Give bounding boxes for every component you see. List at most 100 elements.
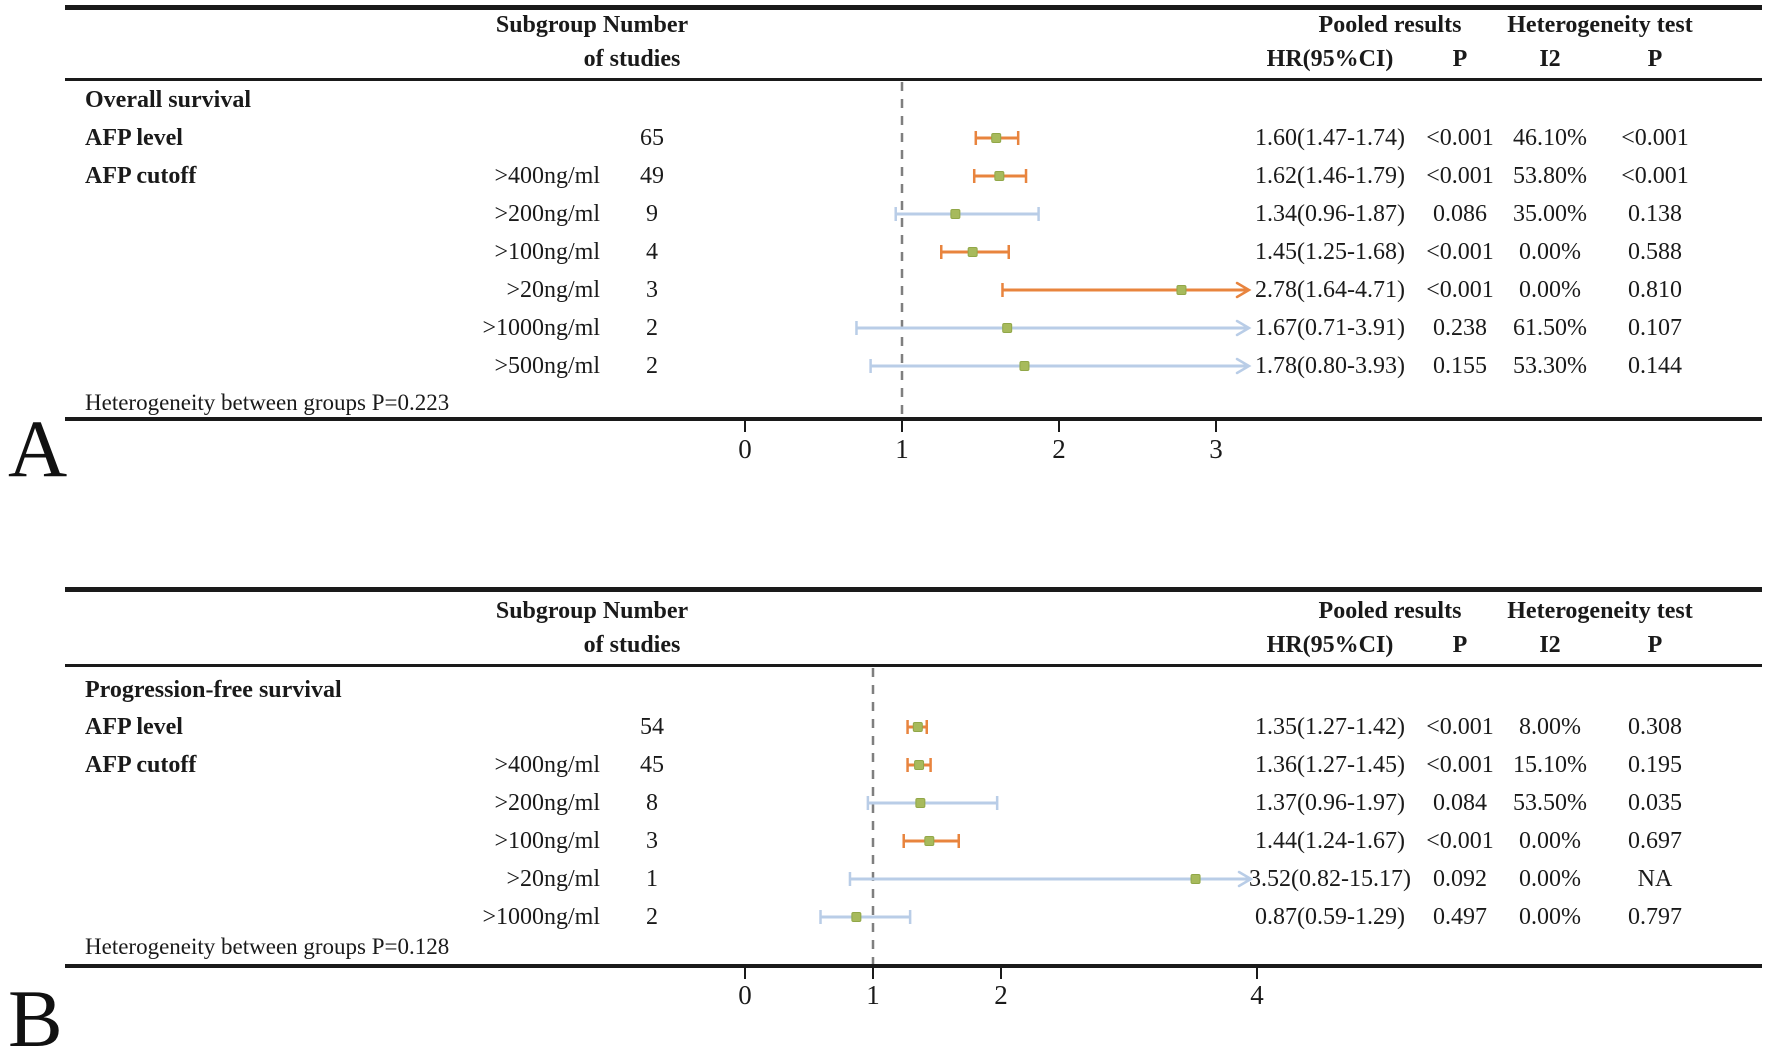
i2-value: 0.00% xyxy=(1519,904,1581,930)
axis-tick-label: 3 xyxy=(1209,434,1223,464)
hr-ci-value: 1.67(0.71-3.91) xyxy=(1255,315,1405,341)
het-p-value: 0.138 xyxy=(1628,201,1682,227)
heterogeneity-between-groups-note: Heterogeneity between groups P=0.128 xyxy=(85,934,450,959)
n-studies: 3 xyxy=(646,828,658,854)
column-header-p2: P xyxy=(1647,632,1663,658)
i2-value: 53.50% xyxy=(1513,790,1587,816)
het-p-value: 0.797 xyxy=(1628,904,1682,930)
het-p-value: 0.107 xyxy=(1628,315,1682,341)
het-p-value: 0.697 xyxy=(1628,828,1682,854)
panel-letter-b: B xyxy=(8,973,63,1062)
subgroup-label: AFP level xyxy=(85,125,183,151)
p-value: <0.001 xyxy=(1426,714,1494,740)
het-p-value: 0.144 xyxy=(1628,353,1682,379)
i2-value: 0.00% xyxy=(1519,239,1581,265)
section-title-overall-survival: Overall survival xyxy=(85,87,251,113)
cutoff-value: >400ng/ml xyxy=(494,163,600,189)
p-value: <0.001 xyxy=(1426,277,1494,303)
hr-ci-value: 1.37(0.96-1.97) xyxy=(1255,790,1405,816)
table-row: >100ng/ml 4 1.45(1.25-1.68) <0.001 0.00%… xyxy=(0,237,1772,267)
column-header-of-studies: of studies xyxy=(583,46,681,72)
panel-a-header-rule xyxy=(65,78,1762,81)
i2-value: 46.10% xyxy=(1513,125,1587,151)
i2-value: 8.00% xyxy=(1519,714,1581,740)
i2-value: 0.00% xyxy=(1519,828,1581,854)
p-value: 0.155 xyxy=(1433,353,1487,379)
table-row: >1000ng/ml 2 0.87(0.59-1.29) 0.497 0.00%… xyxy=(0,902,1772,932)
panel-b-axis-line xyxy=(65,964,1762,968)
panel-a-axis-line xyxy=(65,417,1762,421)
column-header-i2: I2 xyxy=(1539,46,1561,72)
het-p-value: 0.308 xyxy=(1628,714,1682,740)
het-p-value: <0.001 xyxy=(1621,163,1689,189)
i2-value: 35.00% xyxy=(1513,201,1587,227)
p-value: <0.001 xyxy=(1426,828,1494,854)
panel-b-header-rule xyxy=(65,664,1762,667)
i2-value: 61.50% xyxy=(1513,315,1587,341)
n-studies: 45 xyxy=(640,752,664,778)
cutoff-value: >500ng/ml xyxy=(494,353,600,379)
het-p-value: NA xyxy=(1637,866,1673,892)
subgroup-label: AFP cutoff xyxy=(85,163,197,189)
het-p-value: <0.001 xyxy=(1621,125,1689,151)
hr-ci-value: 3.52(0.82-15.17) xyxy=(1249,866,1411,892)
cutoff-value: >100ng/ml xyxy=(494,828,600,854)
i2-value: 53.80% xyxy=(1513,163,1587,189)
i2-value: 0.00% xyxy=(1519,866,1581,892)
column-header-subgroup-number: Subgroup Number xyxy=(495,12,689,38)
cutoff-value: >400ng/ml xyxy=(494,752,600,778)
p-value: <0.001 xyxy=(1426,239,1494,265)
het-p-value: 0.588 xyxy=(1628,239,1682,265)
n-studies: 3 xyxy=(646,277,658,303)
p-value: 0.238 xyxy=(1433,315,1487,341)
cutoff-value: >200ng/ml xyxy=(494,790,600,816)
n-studies: 4 xyxy=(646,239,658,265)
p-value: 0.084 xyxy=(1433,790,1487,816)
n-studies: 2 xyxy=(646,904,658,930)
cutoff-value: >1000ng/ml xyxy=(482,904,600,930)
hr-ci-value: 1.45(1.25-1.68) xyxy=(1255,239,1405,265)
n-studies: 49 xyxy=(640,163,664,189)
subgroup-label: AFP level xyxy=(85,714,183,740)
column-header-p2: P xyxy=(1647,46,1663,72)
het-p-value: 0.810 xyxy=(1628,277,1682,303)
heterogeneity-between-groups-note: Heterogeneity between groups P=0.223 xyxy=(85,390,450,415)
p-value: <0.001 xyxy=(1426,752,1494,778)
n-studies: 54 xyxy=(640,714,664,740)
n-studies: 65 xyxy=(640,125,664,151)
het-p-value: 0.195 xyxy=(1628,752,1682,778)
hr-ci-value: 1.35(1.27-1.42) xyxy=(1255,714,1405,740)
hr-ci-value: 1.34(0.96-1.87) xyxy=(1255,201,1405,227)
p-value: 0.497 xyxy=(1433,904,1487,930)
n-studies: 2 xyxy=(646,353,658,379)
i2-value: 15.10% xyxy=(1513,752,1587,778)
table-row: >20ng/ml 1 3.52(0.82-15.17) 0.092 0.00% … xyxy=(0,864,1772,894)
column-header-heterogeneity-test: Heterogeneity test xyxy=(1507,598,1693,624)
n-studies: 8 xyxy=(646,790,658,816)
cutoff-value: >1000ng/ml xyxy=(482,315,600,341)
hr-ci-value: 1.60(1.47-1.74) xyxy=(1255,125,1405,151)
axis-tick-label: 1 xyxy=(866,980,880,1010)
column-header-subgroup-number: Subgroup Number xyxy=(495,598,689,624)
section-title-progression-free-survival: Progression-free survival xyxy=(85,677,342,703)
subgroup-label: AFP cutoff xyxy=(85,752,197,778)
axis-tick-label: 0 xyxy=(738,434,752,464)
n-studies: 2 xyxy=(646,315,658,341)
cutoff-value: >100ng/ml xyxy=(494,239,600,265)
cutoff-value: >200ng/ml xyxy=(494,201,600,227)
hr-ci-value: 1.36(1.27-1.45) xyxy=(1255,752,1405,778)
axis-tick-label: 2 xyxy=(1052,434,1066,464)
het-p-value: 0.035 xyxy=(1628,790,1682,816)
table-row: AFP cutoff >400ng/ml 49 1.62(1.46-1.79) … xyxy=(0,161,1772,191)
axis-tick-label: 1 xyxy=(895,434,909,464)
hr-ci-value: 1.62(1.46-1.79) xyxy=(1255,163,1405,189)
table-row: AFP level 65 1.60(1.47-1.74) <0.001 46.1… xyxy=(0,123,1772,153)
n-studies: 1 xyxy=(646,866,658,892)
hr-ci-value: 2.78(1.64-4.71) xyxy=(1255,277,1405,303)
axis-tick-label: 0 xyxy=(738,980,752,1010)
i2-value: 0.00% xyxy=(1519,277,1581,303)
column-header-pooled-results: Pooled results xyxy=(1318,598,1462,624)
table-row: AFP level 54 1.35(1.27-1.42) <0.001 8.00… xyxy=(0,712,1772,742)
p-value: <0.001 xyxy=(1426,163,1494,189)
